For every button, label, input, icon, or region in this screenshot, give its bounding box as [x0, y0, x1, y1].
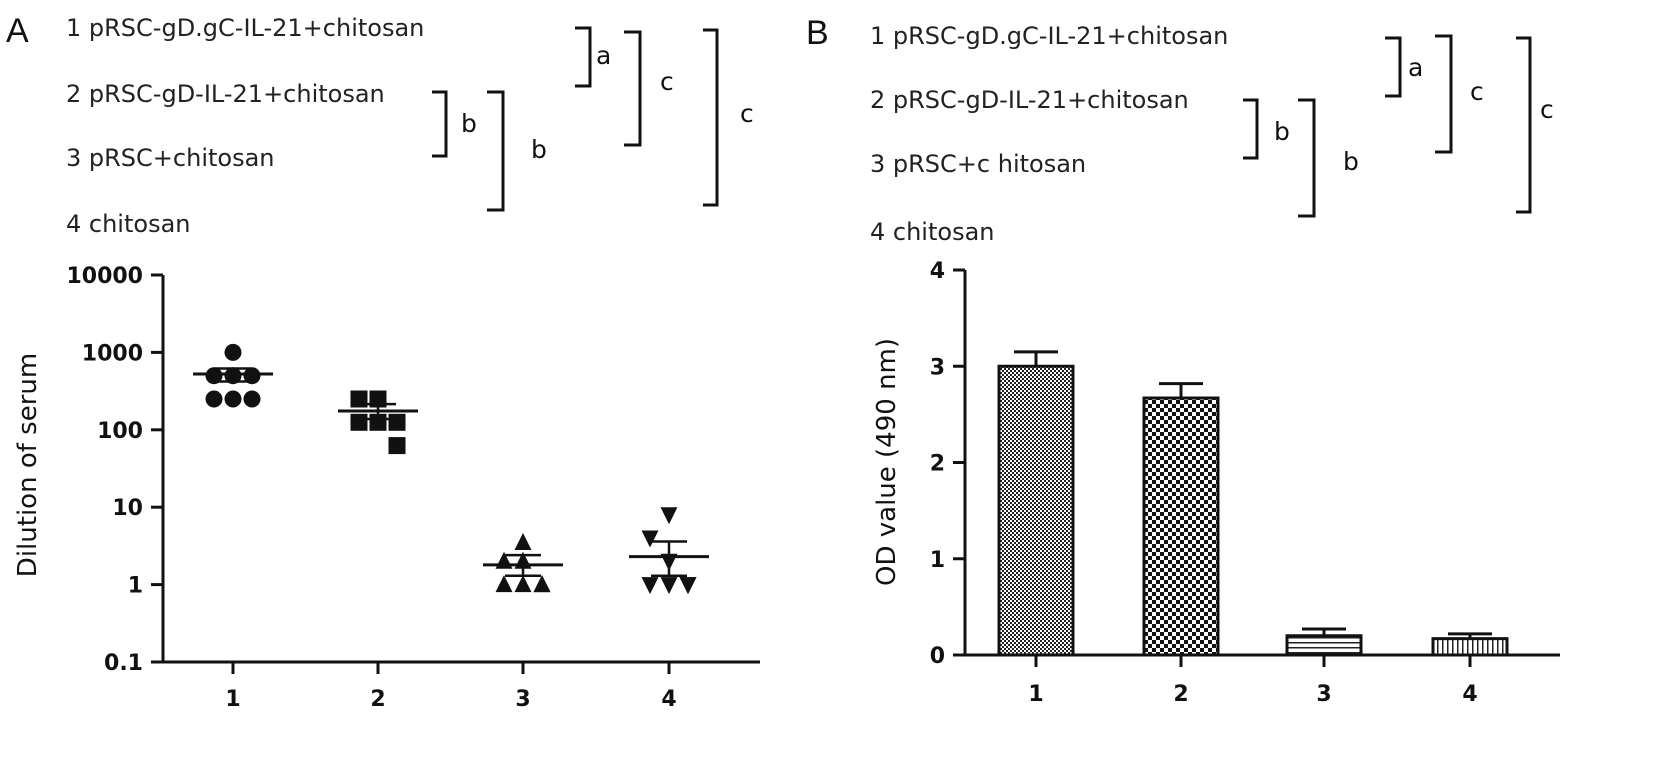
panel-b-chart: 0 1 2 3 4 1 2 3 4 — [930, 259, 1560, 707]
panel-a-bracket-a — [575, 26, 592, 88]
panel-a-point — [350, 413, 368, 431]
panel-b-x-tick-label: 2 — [1173, 682, 1188, 707]
panel-b-y-tick-label: 2 — [930, 452, 945, 477]
panel-b-bar — [997, 364, 1075, 657]
panel-a-sig-c-outer: c — [740, 99, 754, 128]
panel-a-point — [495, 575, 513, 593]
panel-b-y-tick-label: 3 — [930, 355, 945, 380]
panel-b-x-tick-label: 4 — [1462, 682, 1477, 707]
panel-b-y-tick-label: 0 — [930, 644, 945, 669]
panel-b-bar — [1431, 637, 1509, 657]
panel-b-legend-1: 1 pRSC-gD.gC-IL-21+chitosan — [870, 22, 1228, 50]
panel-a-sig-a: a — [596, 41, 611, 70]
panel-a-y-tick-label: 1 — [128, 574, 143, 599]
panel-a-legend-1: 1 pRSC-gD.gC-IL-21+chitosan — [66, 14, 424, 42]
panel-a-point — [660, 507, 678, 525]
panel-b-letter: B — [806, 14, 829, 52]
panel-a-x-tick-label: 1 — [225, 687, 240, 712]
panel-a-bracket-c-outer — [703, 28, 719, 207]
panel-a-bracket-b-inner — [432, 90, 448, 158]
panel-a-legend-2: 2 pRSC-gD-IL-21+chitosan — [66, 80, 385, 108]
panel-a-bracket-c-inner — [624, 30, 642, 147]
panel-a-sig-b-inner: b — [461, 109, 477, 138]
panel-a-legend-3: 3 pRSC+chitosan — [66, 144, 275, 172]
panel-b-y-axis-label: OD value (490 nm) — [872, 338, 902, 586]
panel-a-y-tick-label: 100 — [97, 419, 143, 444]
panel-a-point — [205, 367, 223, 385]
panel-b-bar — [1285, 634, 1363, 657]
panel-b-bracket-b-outer — [1298, 98, 1316, 218]
panel-a-point — [243, 367, 261, 385]
panel-b-y-tick-label: 1 — [930, 548, 945, 573]
panel-a-point — [641, 577, 659, 595]
panel-a-point — [660, 577, 678, 595]
panel-b-bracket-a — [1385, 36, 1402, 98]
panel-a-point — [641, 530, 659, 548]
panel-a-chart: 10000 1000 100 10 1 0.1 1 2 3 4 — [66, 264, 760, 712]
panel-a-point — [388, 413, 406, 431]
panel-a-legend-4: 4 chitosan — [66, 210, 191, 238]
panel-a-y-tick-label: 10000 — [66, 264, 143, 289]
panel-a-point — [224, 390, 242, 408]
panel-a-sig-c-inner: c — [660, 67, 674, 96]
panel-b-legend-3: 3 pRSC+c hitosan — [870, 150, 1086, 178]
panel-b-bar — [1142, 396, 1220, 657]
panel-a-point — [205, 390, 223, 408]
panel-a-point — [243, 390, 261, 408]
panel-b-sig-a: a — [1408, 53, 1423, 82]
panel-a-sig-b-outer: b — [531, 135, 547, 164]
panel-b-bracket-c-inner — [1435, 34, 1453, 154]
panel-a-point — [514, 575, 532, 593]
panel-b-sig-b-inner: b — [1274, 117, 1290, 146]
panel-a-x-tick-label: 3 — [515, 687, 530, 712]
panel-b-sig-b-outer: b — [1343, 147, 1359, 176]
panel-b-sig-c-inner: c — [1470, 77, 1484, 106]
panel-b-y-tick-label: 4 — [930, 259, 945, 284]
panel-b-bracket-b-inner — [1243, 98, 1259, 160]
panel-a-x-tick-label: 2 — [370, 687, 385, 712]
panel-b-legend-2: 2 pRSC-gD-IL-21+chitosan — [870, 86, 1189, 114]
panel-a-point — [224, 343, 242, 361]
panel-a-point — [679, 577, 697, 595]
panel-a-point — [388, 437, 406, 455]
panel-a-point — [514, 532, 532, 550]
panel-b-brackets — [1243, 34, 1532, 218]
panel-a-x-tick-label: 4 — [661, 687, 676, 712]
panel-a-brackets — [432, 26, 719, 212]
panel-a-bracket-b-outer — [487, 90, 505, 212]
panel-b-sig-c-outer: c — [1540, 95, 1554, 124]
panel-a-point — [533, 575, 551, 593]
panel-a-y-tick-label: 10 — [112, 496, 143, 521]
panel-b-x-tick-label: 3 — [1316, 682, 1331, 707]
panel-a-y-axis-label: Dilution of serum — [13, 353, 43, 577]
panel-a-y-tick-label: 1000 — [82, 341, 143, 366]
panel-a-y-tick-label: 0.1 — [104, 651, 143, 676]
panel-b-x-tick-label: 1 — [1028, 682, 1043, 707]
panel-b-legend-4: 4 chitosan — [870, 218, 995, 246]
panel-b-bracket-c-outer — [1516, 36, 1532, 214]
panel-a-letter: A — [6, 12, 29, 50]
